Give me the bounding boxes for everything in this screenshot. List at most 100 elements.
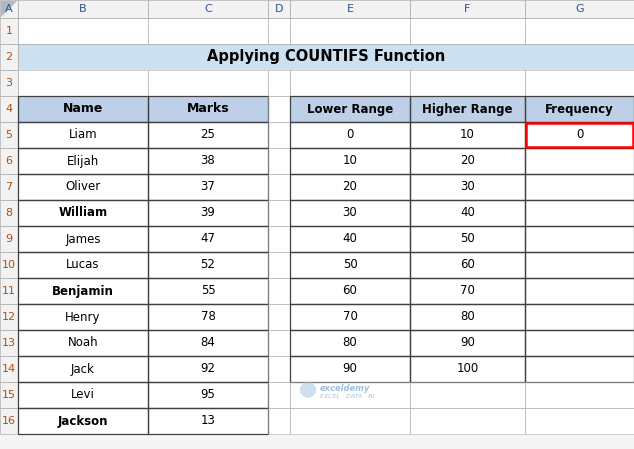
Bar xyxy=(0,44,18,70)
Text: Liam: Liam xyxy=(68,128,97,141)
Text: 1: 1 xyxy=(6,26,13,36)
Bar xyxy=(0,122,18,148)
Bar xyxy=(268,382,290,408)
Bar xyxy=(525,96,634,122)
Bar xyxy=(290,200,410,226)
Bar xyxy=(268,278,290,304)
Bar xyxy=(290,0,410,18)
Bar xyxy=(410,0,525,18)
Text: F: F xyxy=(464,4,470,14)
Bar xyxy=(525,278,634,304)
Bar xyxy=(18,148,148,174)
Bar xyxy=(410,200,525,226)
Bar xyxy=(290,330,410,356)
Bar xyxy=(410,174,525,200)
Bar xyxy=(525,0,634,18)
Bar xyxy=(18,252,148,278)
Bar xyxy=(18,44,634,70)
Bar xyxy=(0,148,18,174)
Bar xyxy=(525,304,634,330)
Bar xyxy=(268,70,290,96)
Bar xyxy=(148,330,268,356)
Text: William: William xyxy=(58,207,108,220)
Bar xyxy=(0,70,18,96)
Bar xyxy=(268,0,290,18)
Bar xyxy=(410,122,525,148)
Bar xyxy=(148,330,268,356)
Bar xyxy=(268,226,290,252)
Bar xyxy=(525,356,634,382)
Text: 10: 10 xyxy=(2,260,16,270)
Bar xyxy=(0,252,18,278)
Bar xyxy=(525,330,634,356)
Text: 78: 78 xyxy=(200,311,216,323)
Text: 20: 20 xyxy=(460,154,475,167)
Text: 14: 14 xyxy=(2,364,16,374)
Text: A: A xyxy=(5,4,13,14)
Text: 40: 40 xyxy=(460,207,475,220)
Bar xyxy=(290,70,410,96)
Bar xyxy=(0,148,18,174)
Bar xyxy=(268,148,290,174)
Text: 90: 90 xyxy=(460,336,475,349)
Bar xyxy=(148,304,268,330)
Bar xyxy=(525,278,634,304)
Bar xyxy=(410,330,525,356)
Bar xyxy=(18,252,148,278)
Bar xyxy=(290,174,410,200)
Bar xyxy=(148,18,268,44)
Bar xyxy=(18,200,148,226)
Bar xyxy=(525,408,634,434)
Bar xyxy=(268,122,290,148)
Text: Name: Name xyxy=(63,102,103,115)
Bar xyxy=(525,148,634,174)
Bar xyxy=(268,356,290,382)
Bar xyxy=(290,408,410,434)
Bar xyxy=(290,356,410,382)
Text: exceldemy: exceldemy xyxy=(320,384,370,393)
Bar xyxy=(268,304,290,330)
Bar xyxy=(290,18,410,44)
Bar xyxy=(525,18,634,44)
Text: 9: 9 xyxy=(6,234,13,244)
Text: 11: 11 xyxy=(2,286,16,296)
Bar xyxy=(268,200,290,226)
Bar xyxy=(18,122,148,148)
Bar xyxy=(0,18,18,44)
Bar xyxy=(0,0,18,18)
Bar xyxy=(18,356,148,382)
Bar xyxy=(410,226,525,252)
Bar xyxy=(525,70,634,96)
Bar xyxy=(525,174,634,200)
Bar xyxy=(268,252,290,278)
Text: Marks: Marks xyxy=(186,102,230,115)
Bar xyxy=(410,304,525,330)
Text: 40: 40 xyxy=(342,233,358,246)
Bar xyxy=(290,148,410,174)
Bar xyxy=(18,278,148,304)
Bar xyxy=(290,252,410,278)
Bar xyxy=(18,200,148,226)
Text: 12: 12 xyxy=(2,312,16,322)
Bar xyxy=(18,356,148,382)
Bar xyxy=(525,382,634,408)
Text: 60: 60 xyxy=(342,285,358,298)
Bar xyxy=(410,18,525,44)
Text: 47: 47 xyxy=(200,233,216,246)
Bar xyxy=(18,226,148,252)
Bar xyxy=(148,304,268,330)
Text: Lower Range: Lower Range xyxy=(307,102,393,115)
Bar xyxy=(18,408,148,434)
Text: 6: 6 xyxy=(6,156,13,166)
Bar xyxy=(290,304,410,330)
Bar xyxy=(268,226,290,252)
Text: Levi: Levi xyxy=(71,388,95,401)
Bar xyxy=(410,408,525,434)
Bar xyxy=(0,278,18,304)
Text: Henry: Henry xyxy=(65,311,101,323)
Bar xyxy=(18,408,148,434)
Bar xyxy=(410,408,525,434)
Bar xyxy=(410,278,525,304)
Bar xyxy=(18,70,148,96)
Bar xyxy=(0,96,18,122)
